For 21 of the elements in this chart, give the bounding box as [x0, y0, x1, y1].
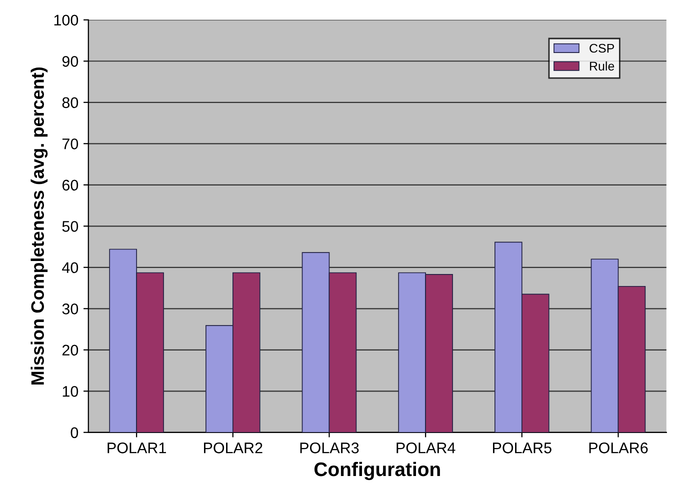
x-tick-label: POLAR2: [204, 442, 262, 454]
y-tick-label: 20: [62, 344, 78, 356]
y-tick-label: 40: [62, 262, 78, 274]
y-tick-label: 70: [62, 138, 78, 150]
y-tick-label: 30: [62, 304, 78, 314]
x-tick-label: POLAR3: [300, 442, 359, 454]
x-tick-label: POLAR6: [589, 442, 648, 454]
x-tick-label: POLAR4: [396, 442, 456, 454]
y-tick-label: 80: [62, 97, 78, 108]
y-tick-label: 50: [62, 221, 78, 232]
legend-label: Rule: [590, 61, 614, 71]
y-tick-label: 0: [70, 427, 78, 438]
y-axis-title: Mission Completeness (avg. percent): [30, 67, 48, 384]
x-axis-title: Configuration: [314, 462, 440, 480]
x-tick-label: POLAR5: [493, 442, 552, 454]
y-tick-label: 100: [54, 14, 78, 26]
y-tick-label: 60: [62, 180, 78, 191]
y-tick-label: 10: [62, 386, 78, 397]
legend-label: CSP: [590, 44, 614, 53]
y-tick-label: 90: [62, 56, 78, 67]
x-tick-label: POLAR1: [108, 442, 166, 454]
